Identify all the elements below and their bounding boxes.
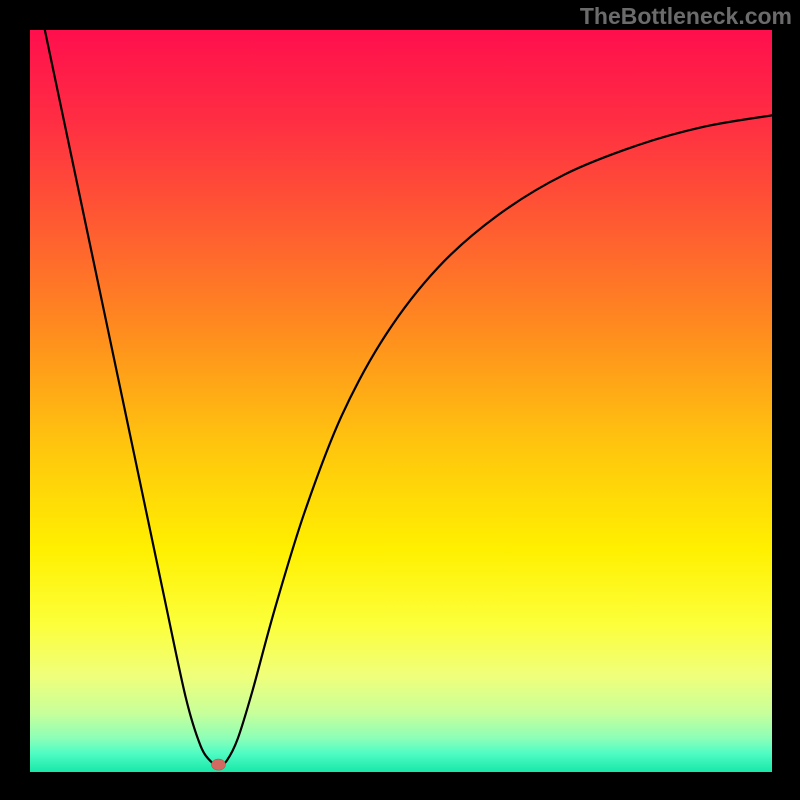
chart-frame: TheBottleneck.com [0, 0, 800, 800]
optimal-point-marker [211, 759, 225, 770]
plot-area [30, 30, 772, 772]
chart-svg [30, 30, 772, 772]
watermark-text: TheBottleneck.com [580, 3, 792, 30]
gradient-background [30, 30, 772, 772]
